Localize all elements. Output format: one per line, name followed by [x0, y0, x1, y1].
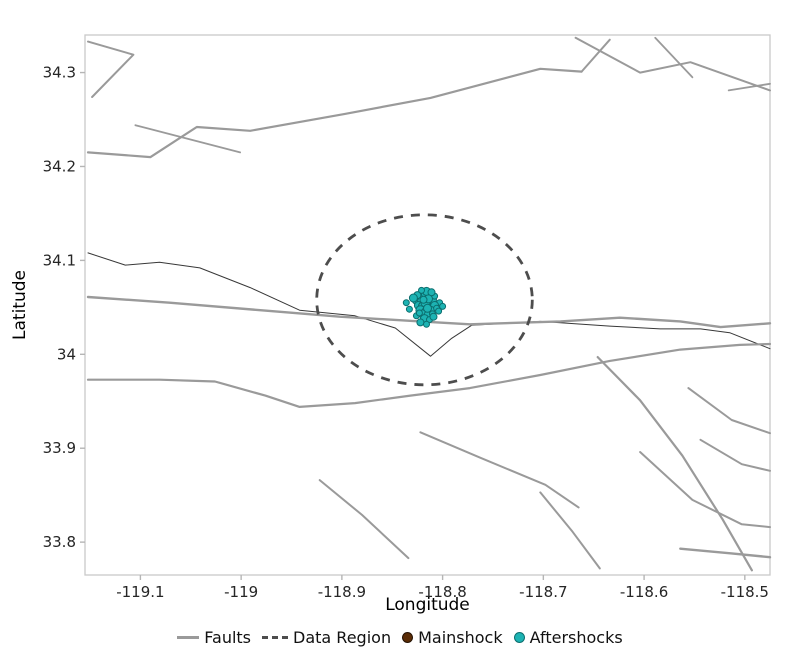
aftershock-point [439, 302, 447, 310]
fault-line [134, 124, 242, 154]
x-tick-label: -118.6 [620, 583, 668, 601]
aftershock-point [408, 293, 418, 303]
aftershock-point [405, 305, 413, 313]
y-tick-label: 34.3 [43, 64, 76, 82]
fault-line [87, 40, 135, 98]
fault-line [318, 479, 410, 560]
fault-line [574, 36, 771, 92]
fault-line [654, 36, 694, 79]
mainshock-dot-icon [402, 631, 414, 643]
y-tick-label: 34.1 [43, 251, 76, 269]
aftershock-point [415, 309, 423, 317]
aftershocks-dot-icon [513, 631, 525, 643]
aftershock-point [416, 318, 425, 327]
fault-line [86, 295, 772, 329]
data-region-dashed-icon [262, 635, 289, 639]
legend-label-aftershocks: Aftershocks [529, 627, 623, 647]
fault-line [86, 342, 772, 408]
x-tick-label: -118.8 [418, 583, 466, 601]
legend-item-aftershocks: Aftershocks [513, 627, 623, 647]
legend-label-data-region: Data Region [293, 627, 392, 647]
fault-line [699, 438, 771, 472]
x-axis-title: Longitude [385, 595, 470, 615]
x-tick-label: -119.1 [116, 583, 164, 601]
y-axis-title: Latitude [10, 270, 30, 340]
legend-label-mainshock: Mainshock [418, 627, 503, 647]
legend-label-faults: Faults [204, 627, 252, 647]
fault-line [727, 82, 771, 92]
x-tick-label: -118.9 [318, 583, 366, 601]
aftershock-point [435, 307, 443, 315]
aftershock-point [418, 286, 425, 294]
fault-line [87, 252, 771, 357]
y-tick-label: 33.8 [43, 533, 76, 551]
y-tick-label: 34 [57, 345, 76, 363]
legend: Faults Data Region Mainshock Aftershocks [0, 624, 800, 650]
y-tick-label: 33.9 [43, 439, 76, 457]
aftershock-point [423, 320, 430, 328]
aftershock-point [429, 312, 438, 321]
fault-line [539, 491, 601, 570]
x-tick-label: -118.7 [519, 583, 567, 601]
fault-line [596, 356, 754, 572]
fault-line [419, 431, 580, 509]
x-tick-label: -119 [224, 583, 258, 601]
fault-line [639, 451, 771, 529]
aftershock-point [419, 295, 428, 304]
fault-line [679, 547, 772, 559]
fault-line [687, 387, 771, 435]
aftershock-point [423, 303, 432, 313]
fault-line [86, 67, 583, 159]
legend-item-mainshock: Mainshock [402, 628, 503, 647]
fault-line [580, 38, 611, 73]
faults-line-icon [177, 635, 200, 639]
aftershock-point [402, 299, 410, 307]
legend-item-data-region: Data Region [262, 628, 391, 647]
legend-item-faults: Faults [177, 628, 251, 647]
x-tick-label: -118.5 [721, 583, 769, 601]
y-tick-label: 34.2 [43, 157, 76, 175]
data-region-circle [315, 213, 534, 387]
